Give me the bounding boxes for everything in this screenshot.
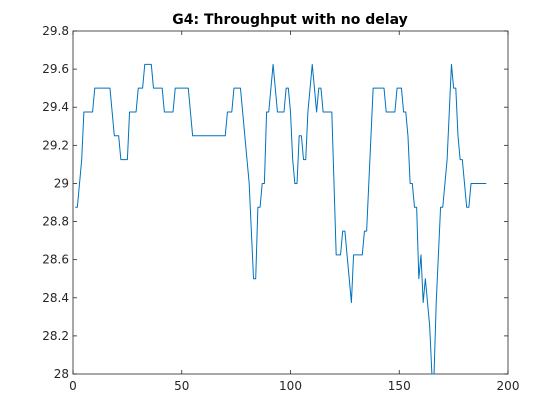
chart-title: G4: Throughput with no delay — [172, 12, 407, 28]
y-tick-label: 29.4 — [42, 100, 69, 114]
y-tick-label: 28.6 — [42, 253, 69, 267]
y-tick-label: 29.8 — [42, 24, 69, 38]
x-tick-label: 50 — [174, 379, 189, 393]
x-tick-label: 0 — [69, 379, 77, 393]
x-tick-label: 100 — [279, 379, 302, 393]
series-line — [75, 63, 487, 375]
y-tick-label: 28.8 — [42, 215, 69, 229]
y-tick-label: 29.2 — [42, 138, 69, 152]
y-tick-label: 29 — [54, 176, 69, 190]
y-tick-label: 29.6 — [42, 62, 69, 76]
y-tick-label: 28.2 — [42, 329, 69, 343]
plot-area: 0 50 100 150 200 28 28.2 28.4 28.6 28.8 29 29.2 29.4… — [42, 24, 519, 393]
y-tick-label: 28.4 — [42, 291, 69, 305]
x-tick-label: 150 — [388, 379, 411, 393]
x-tick-label: 200 — [497, 379, 520, 393]
y-tick-label: 28 — [54, 367, 69, 381]
